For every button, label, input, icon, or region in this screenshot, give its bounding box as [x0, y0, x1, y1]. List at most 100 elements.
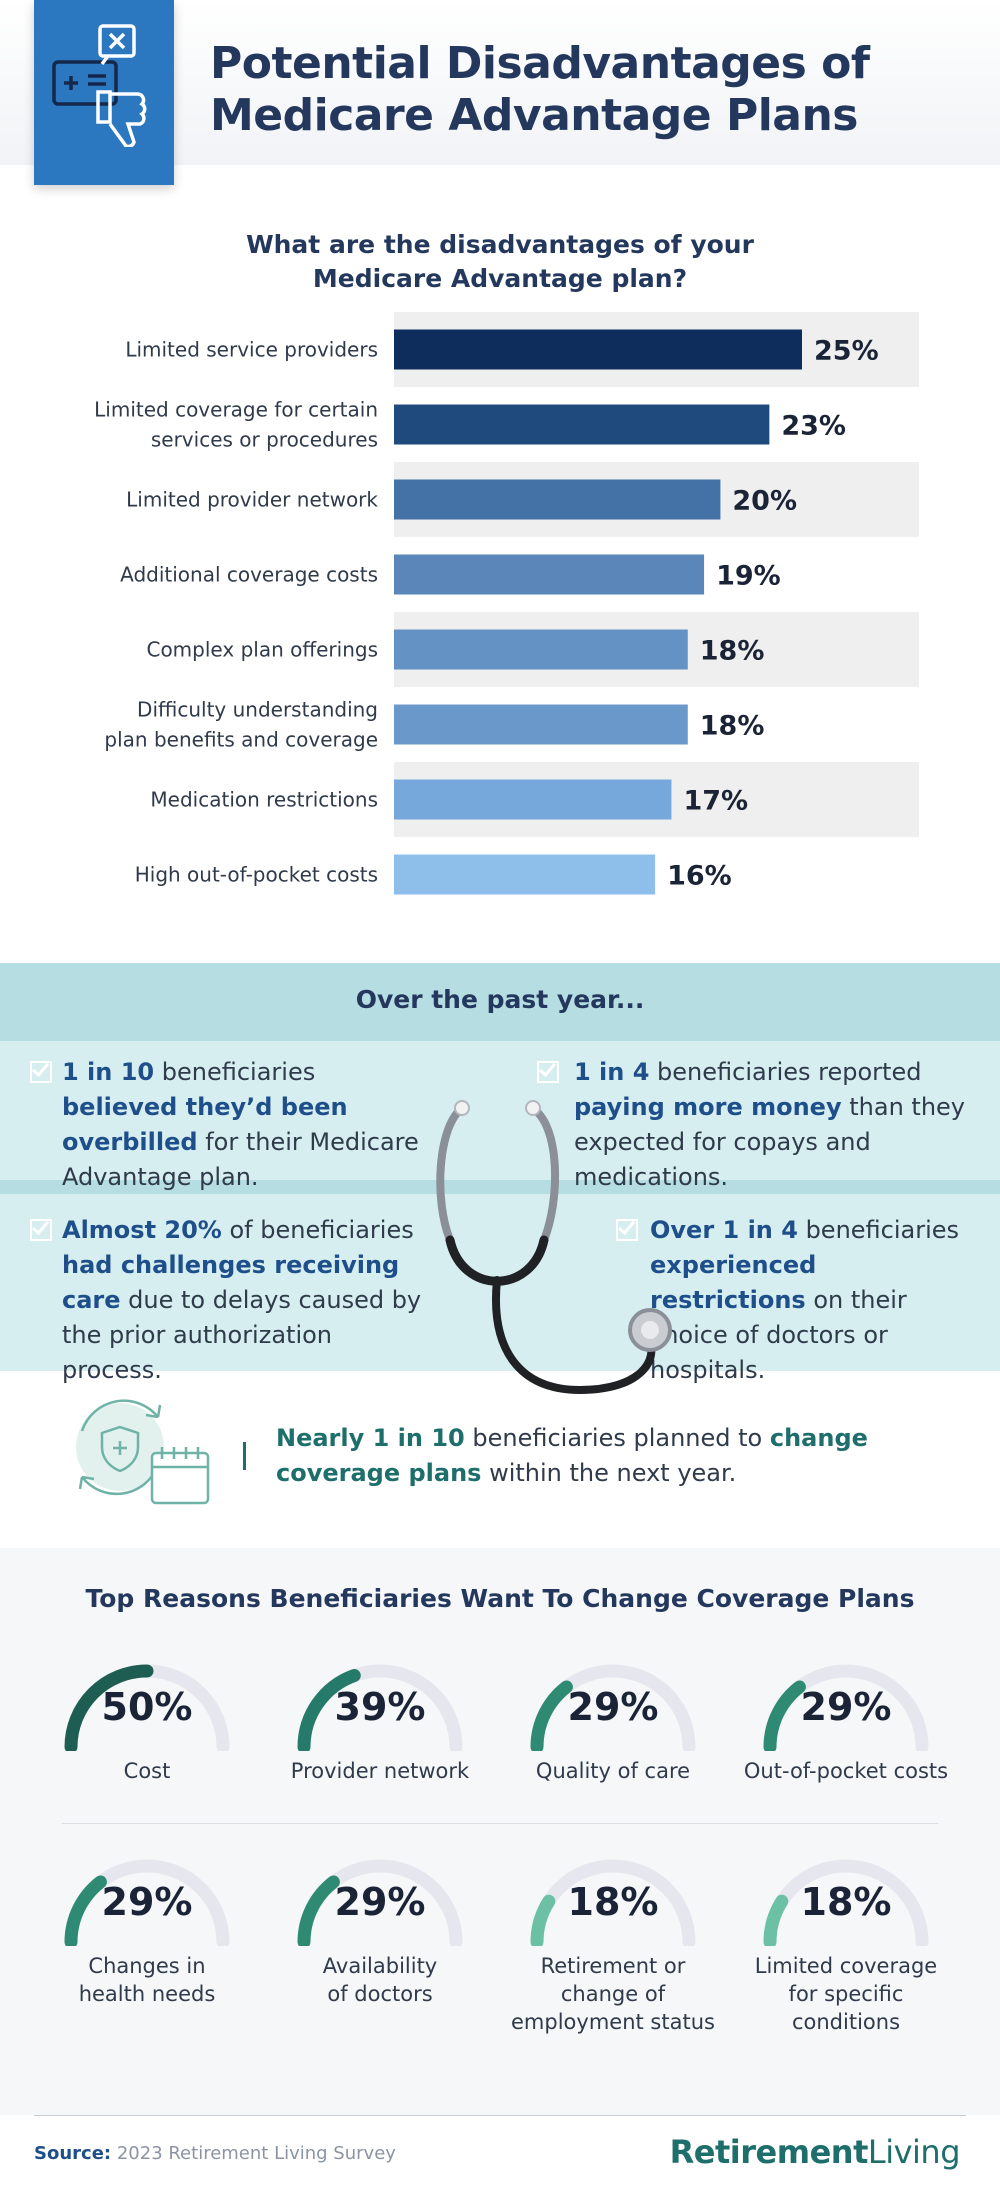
- stat-highlight: change coverage plans: [276, 1424, 868, 1487]
- gauge-arc: [64, 1859, 230, 1946]
- gauge-fill: [763, 1680, 806, 1751]
- category-label: Additional coverage costs: [120, 563, 378, 587]
- gauge-fill: [530, 1680, 573, 1751]
- gauge-arc: [530, 1859, 696, 1946]
- page-title: Potential Disadvantages of Medicare Adva…: [210, 38, 910, 142]
- reason-gauge: 39% Provider network: [270, 1655, 490, 1785]
- gauge-fill: [297, 1668, 361, 1751]
- category-label: High out-of-pocket costs: [135, 863, 378, 887]
- checkbox-icon: [30, 1061, 52, 1083]
- medical-card-thumbs-down-icon: [52, 24, 147, 147]
- bar: [394, 854, 656, 895]
- stat-restrictions: Over 1 in 4 beneficiaries experienced re…: [650, 1213, 980, 1388]
- bar: [394, 554, 705, 595]
- gauge-arc: [763, 1859, 929, 1946]
- stat-highlight: Over 1 in 4: [650, 1216, 798, 1244]
- bar: [394, 404, 770, 445]
- reason-gauge: 29% Availability of doctors: [270, 1850, 490, 2008]
- checkbox-icon: [537, 1061, 559, 1083]
- reason-gauge: 18% Limited coverage for specific conditi…: [736, 1850, 956, 2036]
- stat-text: beneficiaries: [797, 1216, 960, 1244]
- gauge-fill: [64, 1875, 107, 1946]
- page-title-line-2: Medicare Advantage Plans: [210, 90, 859, 141]
- chart-title-line-2: Medicare Advantage plan?: [312, 264, 688, 293]
- brand-logo-part-2: Living: [867, 2133, 961, 2171]
- gauge-arc: [763, 1664, 929, 1751]
- gauge-percent: 50%: [101, 1685, 193, 1729]
- stat-change-coverage: Nearly 1 in 10 beneficiaries planned to …: [276, 1421, 936, 1491]
- page-title-line-1: Potential Disadvantages of: [210, 38, 870, 89]
- stat-highlight: 1 in 4: [574, 1058, 650, 1086]
- bar: [394, 779, 672, 820]
- gauge-arc: [297, 1859, 463, 1946]
- checkbox-icon: [30, 1219, 52, 1241]
- gauge-label: Quality of care: [535, 1759, 691, 1783]
- bar-value-label: 25%: [814, 336, 879, 367]
- gauge-fill: [763, 1894, 789, 1946]
- stat-text: beneficiaries reported: [649, 1058, 922, 1086]
- gauge-percent: 29%: [567, 1685, 659, 1729]
- bar: [394, 479, 721, 520]
- past-year-divider: [0, 1180, 1000, 1194]
- stat-highlight: Nearly 1 in 10: [276, 1424, 465, 1452]
- reason-gauge: 50% Cost: [37, 1655, 257, 1785]
- gauge-label: Limited coverage for specific conditions: [754, 1954, 938, 2034]
- past-year-header-band: [0, 963, 1000, 1041]
- stat-text: than they expected for copays and medica…: [574, 1093, 965, 1191]
- stat-overbilled: 1 in 10 beneficiaries believed they’d be…: [62, 1055, 432, 1195]
- stat-text: beneficiaries planned to: [464, 1424, 770, 1452]
- stat-text: beneficiaries: [154, 1058, 316, 1086]
- bar-value-label: 18%: [700, 711, 765, 742]
- gauge-percent: 29%: [334, 1880, 426, 1924]
- bar-value-label: 23%: [781, 411, 846, 442]
- checkbox-icon: [616, 1219, 638, 1241]
- gauge-fill: [530, 1894, 556, 1946]
- gauge-label: Retirement or change of employment statu…: [511, 1954, 715, 2034]
- gauge-label: Changes in health needs: [78, 1954, 216, 2006]
- bar: [394, 329, 802, 370]
- bar: [394, 629, 688, 670]
- category-label: plan benefits and coverage: [104, 728, 378, 752]
- reasons-separator: [62, 1823, 938, 1824]
- reason-gauge: 29% Changes in health needs: [37, 1850, 257, 2008]
- stat-paying-more: 1 in 4 beneficiaries reported paying mor…: [574, 1055, 984, 1195]
- brand-logo-part-1: Retirement: [669, 2133, 869, 2171]
- stat-text: due to delays caused by the prior author…: [62, 1286, 422, 1384]
- gauge-percent: 29%: [800, 1685, 892, 1729]
- stat-highlight: Almost 20%: [62, 1216, 222, 1244]
- gauge-percent: 18%: [800, 1880, 892, 1924]
- gauge-percent: 39%: [334, 1685, 426, 1729]
- bar-value-label: 20%: [732, 486, 797, 517]
- gauge-label: Out-of-pocket costs: [743, 1759, 949, 1783]
- reason-gauge: 29% Quality of care: [503, 1655, 723, 1785]
- stat-highlight: experienced restrictions: [650, 1251, 817, 1314]
- stat-highlight: believed they’d been overbilled: [62, 1093, 348, 1156]
- gauge-arc: [530, 1664, 696, 1751]
- bar-value-label: 19%: [716, 561, 781, 592]
- source-label: Source:: [34, 2143, 112, 2164]
- gauge-percent: 29%: [101, 1880, 193, 1924]
- header-icon-box: [34, 0, 174, 185]
- gauge-percent: 18%: [567, 1880, 659, 1924]
- bar: [394, 704, 688, 745]
- category-label: Limited provider network: [126, 488, 378, 512]
- bar-value-label: 18%: [700, 636, 765, 667]
- source-text: 2023 Retirement Living Survey: [111, 2143, 396, 2164]
- category-label: Difficulty understanding: [137, 698, 378, 722]
- stat-text: of beneficiaries: [221, 1216, 414, 1244]
- plan-renewal-icon: [76, 1399, 210, 1505]
- category-label: Complex plan offerings: [146, 638, 378, 662]
- category-label: Limited service providers: [125, 338, 378, 362]
- gauge-fill: [64, 1664, 154, 1751]
- bar-value-label: 16%: [667, 861, 732, 892]
- brand-logo: RetirementLiving: [669, 2133, 961, 2171]
- reason-gauge: 29% Out-of-pocket costs: [736, 1655, 956, 1785]
- bar-value-label: 17%: [683, 786, 748, 817]
- chart-title-line-1: What are the disadvantages of your: [246, 230, 754, 259]
- nearly-divider: [243, 1442, 246, 1470]
- stethoscope-icon: [436, 1100, 672, 1395]
- gauge-label: Provider network: [290, 1759, 470, 1783]
- source-note: Source: 2023 Retirement Living Survey: [34, 2143, 396, 2164]
- footer-rule: [34, 2115, 966, 2116]
- stat-highlight: 1 in 10: [62, 1058, 155, 1086]
